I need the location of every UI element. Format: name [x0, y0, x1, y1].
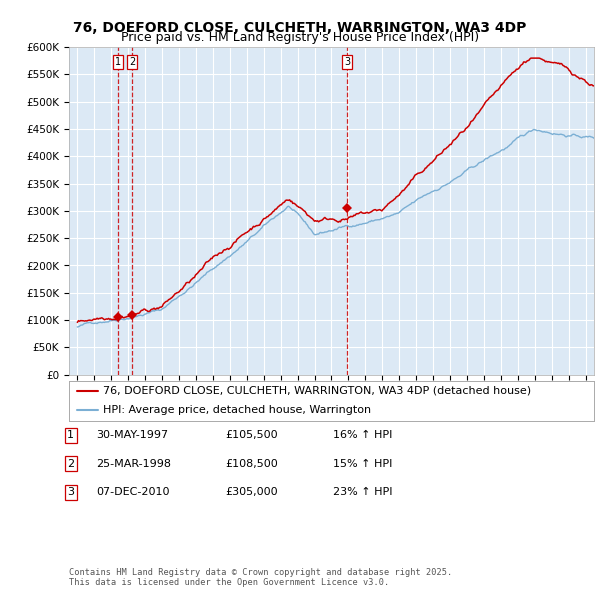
- Text: 23% ↑ HPI: 23% ↑ HPI: [333, 487, 392, 497]
- Text: 76, DOEFORD CLOSE, CULCHETH, WARRINGTON, WA3 4DP (detached house): 76, DOEFORD CLOSE, CULCHETH, WARRINGTON,…: [103, 386, 531, 396]
- Text: 30-MAY-1997: 30-MAY-1997: [96, 431, 168, 440]
- Text: 1: 1: [67, 431, 74, 440]
- Text: £105,500: £105,500: [225, 431, 278, 440]
- Text: 3: 3: [344, 57, 350, 67]
- Text: Contains HM Land Registry data © Crown copyright and database right 2025.
This d: Contains HM Land Registry data © Crown c…: [69, 568, 452, 587]
- Text: 2: 2: [67, 459, 74, 468]
- Text: Price paid vs. HM Land Registry's House Price Index (HPI): Price paid vs. HM Land Registry's House …: [121, 31, 479, 44]
- Text: 25-MAR-1998: 25-MAR-1998: [96, 459, 171, 468]
- Text: 76, DOEFORD CLOSE, CULCHETH, WARRINGTON, WA3 4DP: 76, DOEFORD CLOSE, CULCHETH, WARRINGTON,…: [73, 21, 527, 35]
- Text: 2: 2: [129, 57, 135, 67]
- Text: £305,000: £305,000: [225, 487, 278, 497]
- Text: £108,500: £108,500: [225, 459, 278, 468]
- Text: 16% ↑ HPI: 16% ↑ HPI: [333, 431, 392, 440]
- Text: HPI: Average price, detached house, Warrington: HPI: Average price, detached house, Warr…: [103, 405, 371, 415]
- Text: 1: 1: [115, 57, 121, 67]
- Text: 07-DEC-2010: 07-DEC-2010: [96, 487, 170, 497]
- Text: 15% ↑ HPI: 15% ↑ HPI: [333, 459, 392, 468]
- Text: 3: 3: [67, 487, 74, 497]
